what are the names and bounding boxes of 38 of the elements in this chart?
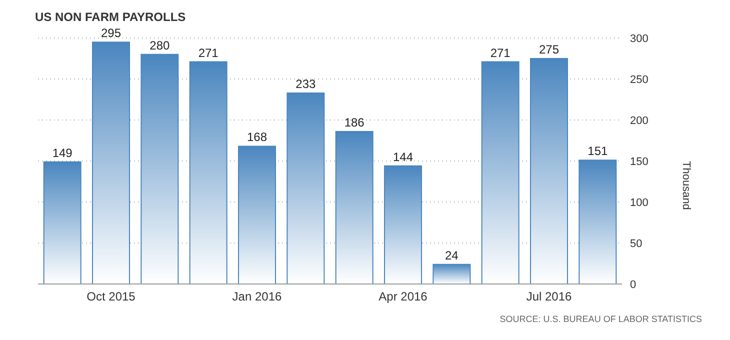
data-label: 186 (344, 115, 365, 130)
y-tick-label: 250 (630, 74, 648, 86)
bar (578, 160, 617, 284)
bar (189, 61, 228, 284)
bar (92, 42, 130, 284)
y-tick-label: 200 (630, 114, 648, 127)
data-label: 233 (296, 76, 316, 91)
y-tick-label: 300 (630, 32, 648, 45)
y-axis-title: Thousand (680, 161, 692, 210)
source-note: SOURCE: U.S. BUREAU OF LABOR STATISTICS (500, 314, 702, 324)
chart-title: US NON FARM PAYROLLS (35, 10, 186, 24)
bar (481, 61, 520, 284)
data-label: 295 (100, 26, 122, 40)
y-tick-label: 0 (630, 278, 636, 291)
y-tick-label: 50 (630, 238, 642, 250)
data-label: 151 (588, 144, 608, 158)
bar (530, 58, 568, 284)
y-tick-label: 150 (630, 156, 648, 168)
bar (43, 161, 82, 284)
bar (238, 146, 276, 284)
bar (140, 54, 179, 284)
x-tick-label: Apr 2016 (378, 290, 428, 304)
data-label: 280 (150, 38, 170, 52)
bar (384, 165, 422, 284)
bar (432, 264, 471, 284)
data-label: 275 (538, 42, 560, 56)
bar (286, 92, 325, 284)
x-tick-label: Jul 2016 (526, 290, 572, 304)
data-label: 168 (246, 130, 268, 144)
data-label: 149 (52, 146, 73, 160)
data-label: 24 (444, 248, 459, 262)
data-label: 271 (490, 46, 511, 60)
bar (335, 130, 374, 284)
y-tick-label: 100 (630, 196, 648, 209)
x-tick-label: Oct 2015 (86, 290, 136, 304)
x-tick-label: Jan 2016 (232, 290, 282, 304)
data-label: 144 (392, 150, 414, 164)
data-label: 271 (198, 46, 219, 60)
